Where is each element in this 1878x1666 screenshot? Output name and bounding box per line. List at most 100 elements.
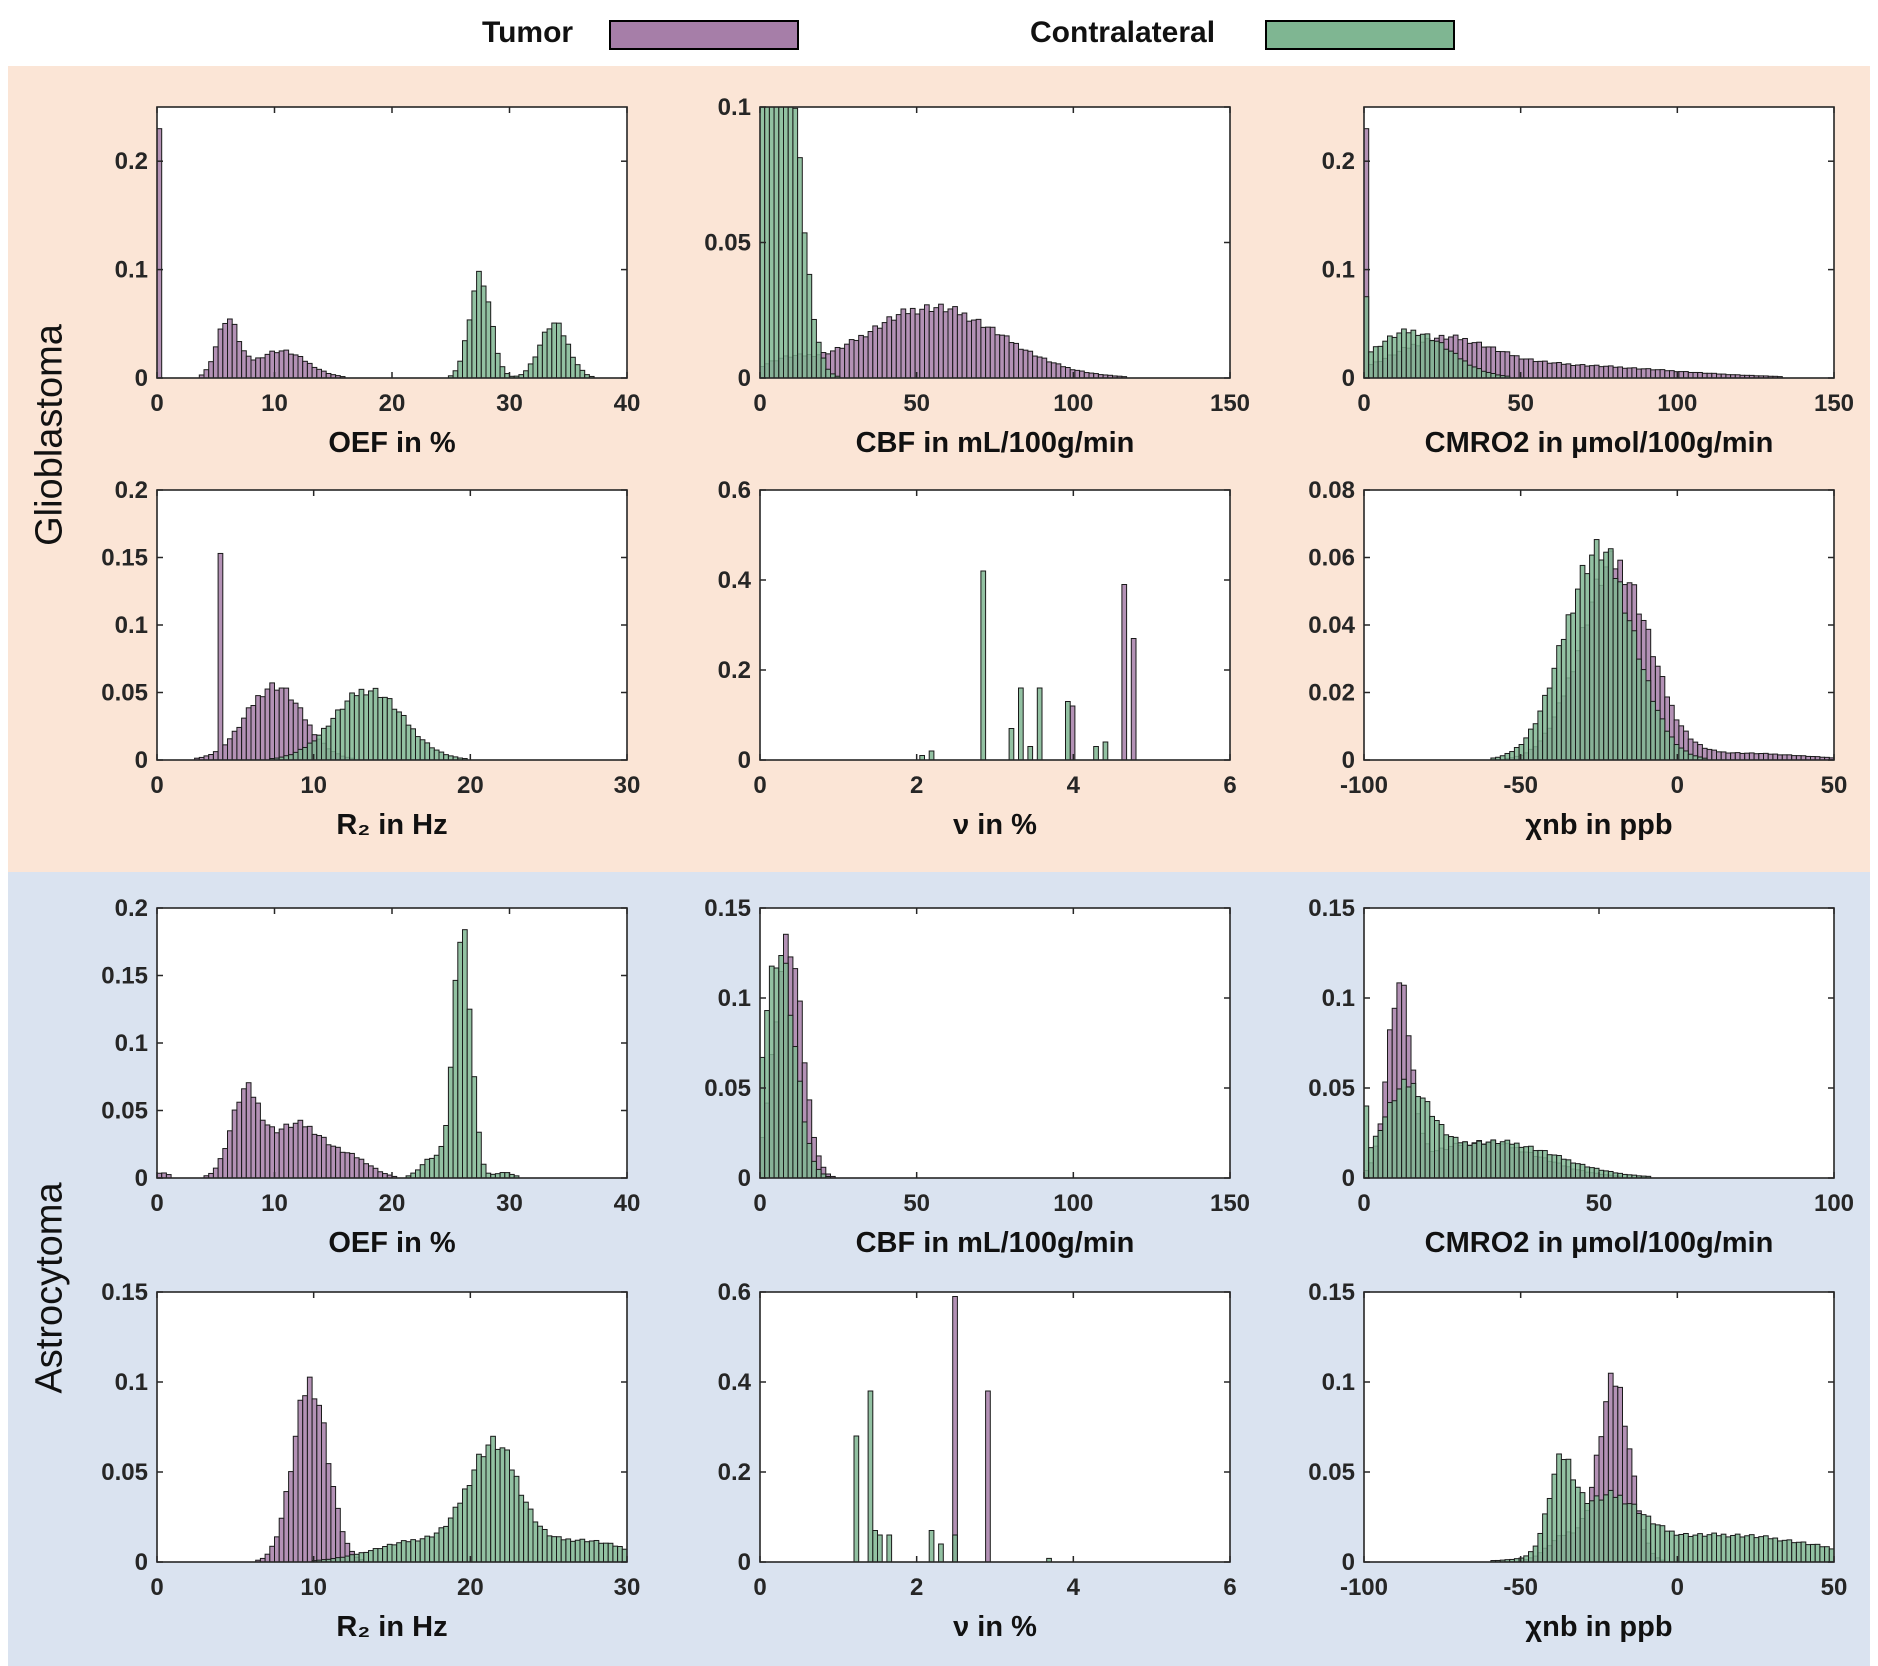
histogram-bar <box>1556 645 1562 761</box>
histogram-bar <box>429 747 435 761</box>
histogram-bar <box>617 1546 623 1563</box>
histogram-bar <box>485 1444 492 1563</box>
histogram-bar <box>905 313 911 379</box>
histogram-bar <box>1805 1544 1812 1563</box>
histogram-bar <box>480 1456 487 1563</box>
histogram-bar <box>778 955 784 1179</box>
histogram-bar <box>1565 1458 1572 1563</box>
histogram-bar <box>1546 362 1553 379</box>
histogram-bar <box>288 754 294 761</box>
histogram-bar <box>1504 351 1511 379</box>
histogram-bar <box>1654 709 1661 761</box>
histogram-bar <box>1452 1136 1459 1179</box>
histogram-bar <box>1753 753 1760 761</box>
histogram-bar <box>1659 369 1666 379</box>
histogram-bar <box>396 711 402 761</box>
histogram-bar <box>1598 1499 1605 1563</box>
histogram-bar <box>292 702 299 761</box>
histogram-bar <box>358 688 365 761</box>
y-tick-label: 0.1 <box>718 985 751 1012</box>
histogram-bar <box>462 1488 468 1563</box>
x-tick-label: 50 <box>1821 1574 1848 1601</box>
histogram-bar <box>1612 1496 1619 1563</box>
histogram-bar <box>980 570 987 761</box>
histogram-bar <box>551 322 557 379</box>
histogram-bar <box>768 106 775 379</box>
histogram-bar <box>1575 364 1581 379</box>
histogram-bar <box>513 1475 520 1563</box>
histogram-bar <box>335 709 341 761</box>
histogram-bar <box>1396 1088 1403 1179</box>
legend: Tumor Contralateral <box>0 0 1878 62</box>
histogram-bar <box>396 1542 402 1563</box>
histogram-bar <box>952 306 958 379</box>
axes-box <box>1363 1291 1835 1563</box>
histogram-bar <box>1791 1542 1797 1563</box>
histogram-bar <box>579 369 586 379</box>
histogram-bar <box>504 1449 510 1563</box>
y-tick-label: 0.4 <box>718 567 752 594</box>
axes-box <box>759 907 1231 1179</box>
histogram-bar <box>424 1158 431 1179</box>
histogram-bar <box>985 326 991 379</box>
histogram-bar <box>302 1395 308 1563</box>
histogram-bar <box>1513 747 1520 761</box>
histogram-bar <box>292 1122 299 1179</box>
histogram-bar <box>1065 367 1071 379</box>
histogram-bar <box>546 328 553 379</box>
histogram-bar <box>400 714 407 761</box>
histogram-bar <box>1438 1124 1445 1179</box>
histogram-4: 0 10 20 30 0 0.05 0.1 0.15 0.2 R₂ in Hz <box>101 477 640 841</box>
histogram-9: 0 50 100 0 0.05 0.1 0.15 CMRO2 in µmol/100g/min <box>1308 895 1854 1259</box>
series-contralateral <box>1363 1078 1652 1179</box>
histogram-bar <box>1570 1162 1577 1179</box>
histogram-bar <box>466 1008 473 1179</box>
histogram-bar <box>353 695 360 761</box>
x-tick-label: 40 <box>614 1190 641 1217</box>
histogram-bar <box>353 1157 360 1179</box>
histogram-bar <box>1725 752 1732 761</box>
histogram-bar <box>1036 356 1043 379</box>
x-tick-label: -50 <box>1503 1574 1538 1601</box>
histogram-bar <box>1532 723 1539 761</box>
histogram-bar <box>283 349 290 379</box>
histogram-bar <box>1763 752 1769 761</box>
histogram-bar <box>1434 1120 1440 1179</box>
y-tick-label: 0.1 <box>115 1369 148 1396</box>
histogram-bar <box>269 1126 275 1179</box>
y-tick-label: 0 <box>135 1549 148 1576</box>
y-tick-label: 0.2 <box>115 895 148 922</box>
histogram-bar <box>1499 351 1506 379</box>
plot-area <box>760 490 1230 760</box>
histogram-bar <box>1471 1142 1478 1179</box>
histogram-bar <box>1424 333 1431 379</box>
x-tick-label: 50 <box>1507 390 1534 417</box>
histogram-bar <box>1734 1533 1741 1563</box>
histogram-bar <box>480 285 487 379</box>
y-tick-label: 0.1 <box>1322 985 1355 1012</box>
y-tick-label: 0.05 <box>704 230 751 257</box>
histogram-11: 0 2 4 6 0 0.2 0.4 0.6 ν in % <box>718 1279 1237 1643</box>
y-tick-label: 0.02 <box>1308 680 1355 707</box>
histogram-bar <box>278 687 285 761</box>
histogram-bar <box>947 308 954 379</box>
histogram-bar <box>316 734 322 761</box>
histogram-bar <box>872 1530 878 1563</box>
plot-area <box>760 908 1230 1178</box>
histogram-bar <box>330 1486 337 1563</box>
histogram-bar <box>1758 1536 1765 1563</box>
histogram-bar <box>429 1157 435 1179</box>
histogram-bar <box>466 319 473 379</box>
histogram-bar <box>1405 332 1412 379</box>
histogram-bar <box>574 364 581 379</box>
histogram-bar <box>447 1066 454 1179</box>
histogram-bar <box>1546 687 1553 761</box>
histogram-bar <box>834 346 841 379</box>
histogram-bar <box>1372 346 1379 379</box>
histogram-bar <box>325 725 332 761</box>
histogram-bar <box>839 347 846 379</box>
x-axis-label: OEF in % <box>328 1227 456 1259</box>
histogram-bar <box>1626 620 1633 761</box>
histogram-bar <box>433 1154 440 1179</box>
